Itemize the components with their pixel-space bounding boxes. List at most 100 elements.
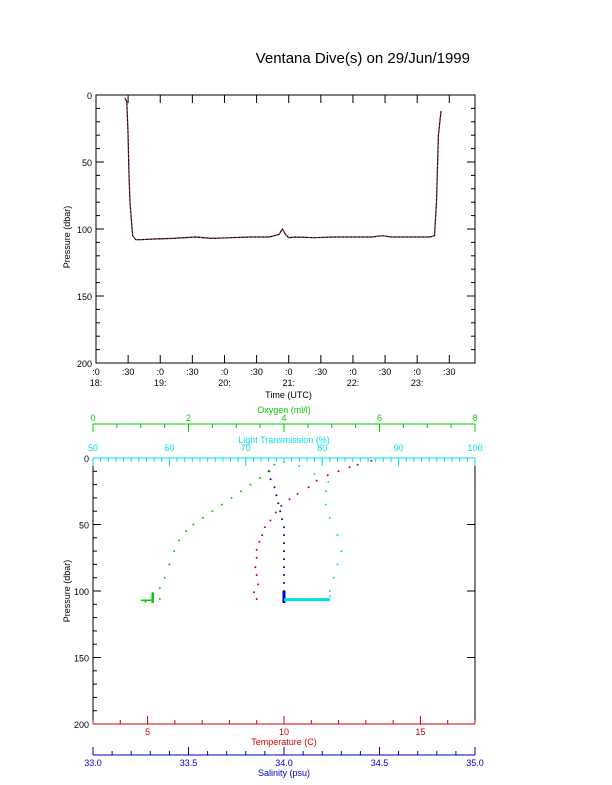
y2-tick-label: 100 xyxy=(74,587,89,597)
light-transmission-point xyxy=(325,503,327,506)
salinity-axis-label: Salinity (psu) xyxy=(258,768,310,778)
x-tick-label-minute: :30 xyxy=(443,367,456,377)
salinity-tick-label: 35.0 xyxy=(466,758,484,768)
y2-axis-label: Pressure (dbar) xyxy=(62,560,72,623)
temperature-point xyxy=(288,498,291,501)
oxygen-point xyxy=(163,576,166,579)
oxygen-point xyxy=(230,496,233,499)
light-transmission-point xyxy=(327,480,330,483)
y2-tick-label: 0 xyxy=(84,454,89,464)
salinity-point xyxy=(277,502,280,505)
salinity-point xyxy=(283,526,285,529)
x-tick-label-minute: :30 xyxy=(250,367,263,377)
x-tick-label-hour: 18: xyxy=(90,378,103,388)
temperature-tick-label: 5 xyxy=(145,727,150,737)
salinity-tick-label: 34.0 xyxy=(275,758,293,768)
temperature-point xyxy=(280,504,283,507)
temperature-point xyxy=(254,566,257,569)
temperature-point xyxy=(258,540,261,543)
x-tick-label-minute: :0 xyxy=(221,367,229,377)
temperature-point xyxy=(253,591,255,594)
oxygen-point xyxy=(249,483,252,486)
oxygen-tick-label: 6 xyxy=(377,413,382,423)
salinity-tick-label: 33.0 xyxy=(84,758,102,768)
y-tick-label: 200 xyxy=(77,359,92,369)
light-transmission-axis-label: Light Transmission (%) xyxy=(238,435,330,445)
temperature-point xyxy=(263,526,266,529)
oxygen-point xyxy=(168,563,171,566)
y-axis-label: Pressure (dbar) xyxy=(62,206,72,269)
salinity-tick-label: 33.5 xyxy=(180,758,198,768)
oxygen-point xyxy=(268,470,271,473)
oxygen-point xyxy=(144,600,147,603)
salinity-point xyxy=(275,494,278,497)
x-tick-label-hour: 20: xyxy=(218,378,231,388)
light-transmission-point xyxy=(328,595,331,598)
oxygen-axis-label: Oxygen (ml/l) xyxy=(257,405,311,415)
oxygen-point xyxy=(211,510,214,513)
x-tick-label-hour: 22: xyxy=(347,378,360,388)
oxygen-tick-label: 4 xyxy=(281,413,286,423)
y-tick-label: 100 xyxy=(77,225,92,235)
light-transmission-point xyxy=(313,473,316,475)
temperature-tick-label: 15 xyxy=(415,727,425,737)
chart-title: Ventana Dive(s) on 29/Jun/1999 xyxy=(255,50,470,67)
temperature-point xyxy=(269,519,272,522)
salinity-point xyxy=(283,574,285,576)
salinity-point xyxy=(283,550,285,553)
x-tick-label-hour: 19: xyxy=(154,378,167,388)
light-transmission-tick-label: 80 xyxy=(317,443,327,453)
temperature-point xyxy=(307,486,310,489)
salinity-point xyxy=(273,486,276,489)
light-transmission-tick-label: 50 xyxy=(88,443,98,453)
y-tick-label: 50 xyxy=(82,158,92,168)
pressure-series-line-overlay xyxy=(124,97,442,241)
temperature-point xyxy=(274,511,277,514)
light-transmission-tick-label: 100 xyxy=(467,443,482,453)
light-transmission-point xyxy=(283,461,285,463)
x-tick-label-minute: :0 xyxy=(92,367,100,377)
temperature-point xyxy=(255,548,258,551)
oxygen-tick-label: 2 xyxy=(186,413,191,423)
salinity-point xyxy=(283,582,285,584)
light-transmission-point xyxy=(328,516,331,519)
oxygen-tick-label: 0 xyxy=(90,413,95,423)
temperature-point xyxy=(315,479,318,482)
light-transmission-point xyxy=(332,576,335,579)
pressure-series-line xyxy=(124,97,442,241)
y-tick-label: 150 xyxy=(77,292,92,302)
light-transmission-point xyxy=(328,590,331,592)
salinity-point xyxy=(283,558,285,561)
light-transmission-tick-label: 60 xyxy=(164,443,174,453)
x-axis-label: Time (UTC) xyxy=(265,390,312,400)
salinity-point xyxy=(279,510,282,513)
temperature-point xyxy=(296,492,299,495)
oxygen-point xyxy=(173,550,176,553)
light-transmission-point xyxy=(298,465,301,467)
temperature-point xyxy=(348,466,351,469)
oxygen-point xyxy=(177,539,180,542)
temperature-point xyxy=(326,474,329,477)
x-tick-label-minute: :0 xyxy=(156,367,164,377)
x-tick-label-minute: :30 xyxy=(379,367,392,377)
light-transmission-point xyxy=(325,490,327,493)
oxygen-point xyxy=(158,598,161,600)
oxygen-point xyxy=(273,463,276,466)
temperature-point xyxy=(356,463,359,466)
x-tick-label-minute: :30 xyxy=(186,367,199,377)
temperature-point xyxy=(255,598,258,600)
plot-frame-top xyxy=(95,94,476,364)
oxygen-point xyxy=(240,490,242,493)
x-tick-label-minute: :30 xyxy=(315,367,328,377)
oxygen-point xyxy=(158,587,161,590)
light-transmission-point xyxy=(336,563,339,566)
salinity-point xyxy=(269,478,272,481)
temperature-point xyxy=(257,583,260,586)
temperature-point xyxy=(255,556,258,559)
y2-tick-label: 150 xyxy=(74,654,89,664)
x-tick-label-minute: :0 xyxy=(285,367,293,377)
oxygen-point xyxy=(185,530,188,533)
oxygen-point xyxy=(259,476,262,479)
salinity-point xyxy=(283,566,285,569)
